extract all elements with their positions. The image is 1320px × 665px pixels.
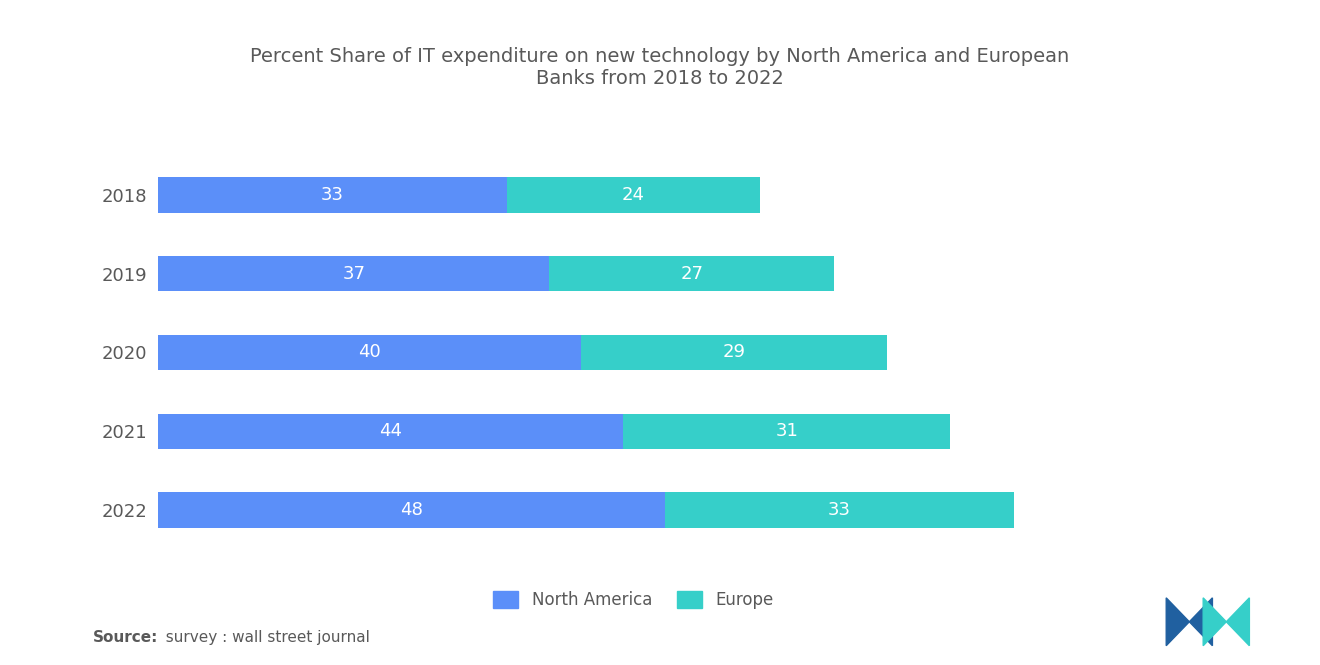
Polygon shape: [1166, 598, 1189, 646]
Bar: [158, 256, 549, 291]
Bar: [158, 177, 507, 213]
Text: 33: 33: [321, 186, 345, 204]
Bar: [665, 492, 1014, 528]
Polygon shape: [1226, 598, 1250, 646]
Polygon shape: [1189, 598, 1213, 646]
Bar: [623, 414, 950, 449]
Text: Percent Share of IT expenditure on new technology by North America and European
: Percent Share of IT expenditure on new t…: [251, 47, 1069, 88]
Bar: [158, 492, 665, 528]
Legend: North America, Europe: North America, Europe: [487, 585, 780, 616]
Text: 44: 44: [379, 422, 403, 440]
Text: 33: 33: [828, 501, 851, 519]
Bar: [581, 334, 887, 370]
Bar: [507, 177, 760, 213]
Text: 29: 29: [722, 343, 746, 362]
Text: Source:: Source:: [92, 630, 158, 645]
Text: 48: 48: [400, 501, 424, 519]
Text: 31: 31: [775, 422, 799, 440]
Text: 37: 37: [342, 265, 366, 283]
Bar: [549, 256, 834, 291]
Text: 40: 40: [358, 343, 381, 362]
Polygon shape: [1203, 598, 1226, 646]
Text: 24: 24: [622, 186, 645, 204]
Bar: [158, 334, 581, 370]
Text: survey : wall street journal: survey : wall street journal: [156, 630, 370, 645]
Bar: [158, 414, 623, 449]
Text: 27: 27: [680, 265, 704, 283]
